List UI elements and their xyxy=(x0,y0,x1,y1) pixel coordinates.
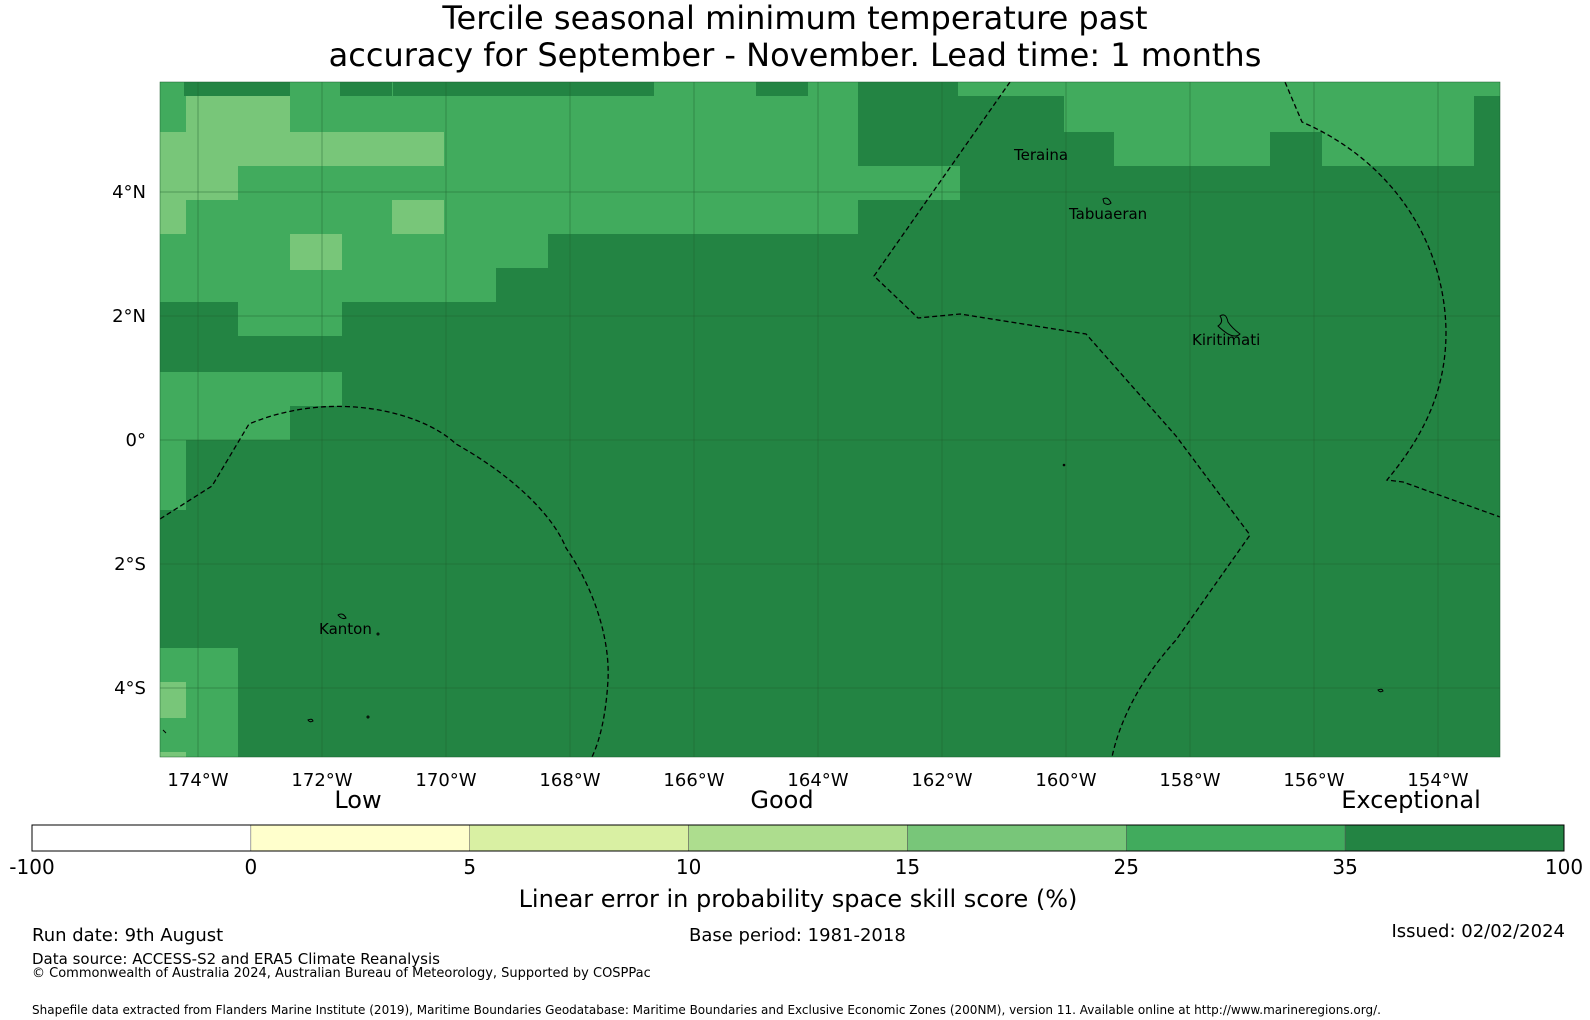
map-gridlines xyxy=(160,82,1500,757)
colorbar-tick-label: 25 xyxy=(1114,855,1139,879)
longitude-label: 170°W xyxy=(415,770,476,791)
tabuaeran-island xyxy=(1102,197,1112,205)
small-island-1 xyxy=(307,718,314,723)
latitude-label: 2°S xyxy=(114,554,146,575)
eez-boundary-line-islands xyxy=(873,82,1251,757)
cells-15-25-d xyxy=(160,752,186,757)
latitude-label: 4°S xyxy=(114,678,146,699)
cells-15-25-c xyxy=(160,682,186,718)
colorbar-tick-label: 10 xyxy=(676,855,701,879)
latitude-labels: 4°N 2°N 0° 2°S 4°S xyxy=(112,182,146,699)
map-frame xyxy=(159,81,1501,758)
cells-15-25-a xyxy=(392,200,444,234)
shapefile-credit: Shapefile data extracted from Flanders M… xyxy=(32,1003,1381,1017)
eez-boundary-kiribati-east xyxy=(1284,82,1500,518)
colorbar-category-good: Good xyxy=(750,786,813,814)
longitude-labels: 174°W 172°W 170°W 168°W 166°W 164°W 162°W 160°W… xyxy=(167,770,1468,791)
colorbar-segment xyxy=(1126,824,1346,852)
colorbar-tick-label: 35 xyxy=(1332,855,1357,879)
longitude-label: 160°W xyxy=(1035,770,1096,791)
colorbar-segment xyxy=(688,824,908,852)
small-island-5 xyxy=(1377,688,1384,693)
colorbar-segment xyxy=(31,824,252,852)
colorbar-tick-label: -100 xyxy=(9,855,54,879)
small-island-6 xyxy=(162,729,167,734)
small-island-2 xyxy=(376,632,380,636)
longitude-label: 162°W xyxy=(911,770,972,791)
longitude-label: 174°W xyxy=(167,770,228,791)
islands xyxy=(162,197,1384,734)
skill-score-map: Teraina Tabuaeran Kiritimati Kanton xyxy=(159,81,1501,758)
colorbar-category-low: Low xyxy=(334,786,381,814)
cells-15-25-nw xyxy=(160,96,444,234)
data-source: Data source: ACCESS-S2 and ERA5 Climate … xyxy=(32,950,440,968)
cells-15-25-b xyxy=(290,234,342,270)
colorbar-segment xyxy=(907,824,1127,852)
map-title-line-2: accuracy for September - November. Lead … xyxy=(328,36,1262,74)
run-date: Run date: 9th August xyxy=(32,925,224,946)
colorbar: Low Good Exceptional -100 0 5 10 15 25 35 100 L… xyxy=(9,786,1583,913)
colorbar-tick-label: 5 xyxy=(463,855,476,879)
latitude-label: 0° xyxy=(126,430,146,451)
colorbar-category-exceptional: Exceptional xyxy=(1341,786,1481,814)
skill-score-cells xyxy=(160,82,1500,757)
longitude-label: 154°W xyxy=(1407,770,1468,791)
kanton-island xyxy=(337,613,347,620)
colorbar-tick-label: 15 xyxy=(895,855,920,879)
kiritimati-island xyxy=(1217,314,1241,337)
longitude-label: 156°W xyxy=(1283,770,1344,791)
colorbar-segment xyxy=(250,824,470,852)
latitude-label: 2°N xyxy=(112,306,146,327)
colorbar-axis-label: Linear error in probability space skill … xyxy=(519,885,1078,913)
eez-boundaries xyxy=(160,82,1500,757)
colorbar-segments xyxy=(31,824,1565,852)
place-label-tabuaeran: Tabuaeran xyxy=(1068,205,1147,223)
colorbar-ticks: -100 0 5 10 15 25 35 100 xyxy=(9,855,1583,879)
map-title-line-1: Tercile seasonal minimum temperature pas… xyxy=(442,0,1148,37)
copyright-notice: © Commonwealth of Australia 2024, Austra… xyxy=(32,966,651,981)
longitude-label: 158°W xyxy=(1159,770,1220,791)
small-island-3 xyxy=(366,715,370,719)
place-label-teraina: Teraina xyxy=(1013,146,1068,164)
colorbar-tick-label: 100 xyxy=(1545,855,1583,879)
latitude-label: 4°N xyxy=(112,182,146,203)
cells-25-35-sw xyxy=(160,648,238,757)
cells-25-35-gridtop xyxy=(910,82,1500,166)
colorbar-tick-label: 0 xyxy=(244,855,257,879)
small-island-4 xyxy=(1062,463,1066,467)
longitude-label: 164°W xyxy=(787,770,848,791)
colorbar-frame xyxy=(31,824,1565,852)
longitude-label: 166°W xyxy=(663,770,724,791)
place-label-kiritimati: Kiritimati xyxy=(1192,331,1260,349)
colorbar-segment xyxy=(469,824,689,852)
cells-25-35-west-mid xyxy=(160,372,342,510)
base-period: Base period: 1981-2018 xyxy=(689,925,906,946)
place-label-kanton: Kanton xyxy=(319,620,372,638)
eez-boundary-phoenix xyxy=(160,405,609,757)
issued-date: Issued: 02/02/2024 xyxy=(1391,921,1565,942)
longitude-label: 168°W xyxy=(539,770,600,791)
colorbar-segment xyxy=(1344,824,1565,852)
longitude-label: 172°W xyxy=(291,770,352,791)
